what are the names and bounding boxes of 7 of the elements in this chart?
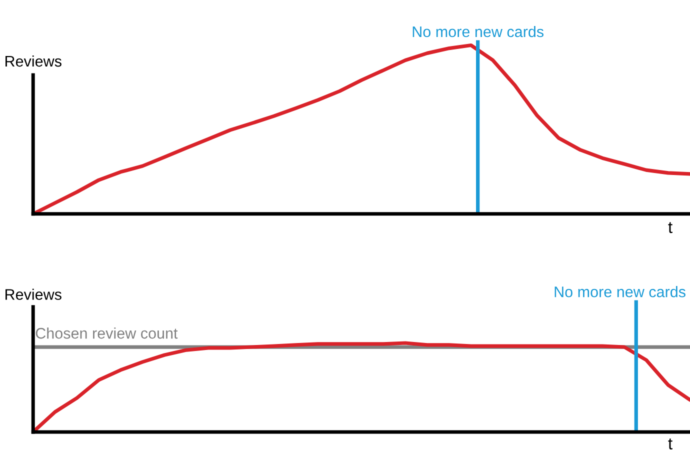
text: No more new cards: [412, 26, 544, 38]
text: No more new cards: [554, 286, 686, 298]
y-axis-title: Reviews: [6, 55, 62, 67]
y-axis-title: Reviews: [6, 288, 62, 300]
x-axis-title: t: [668, 222, 672, 234]
ref-line-label: Chosen review count: [36, 328, 178, 339]
x-axis-title: t: [668, 438, 672, 450]
